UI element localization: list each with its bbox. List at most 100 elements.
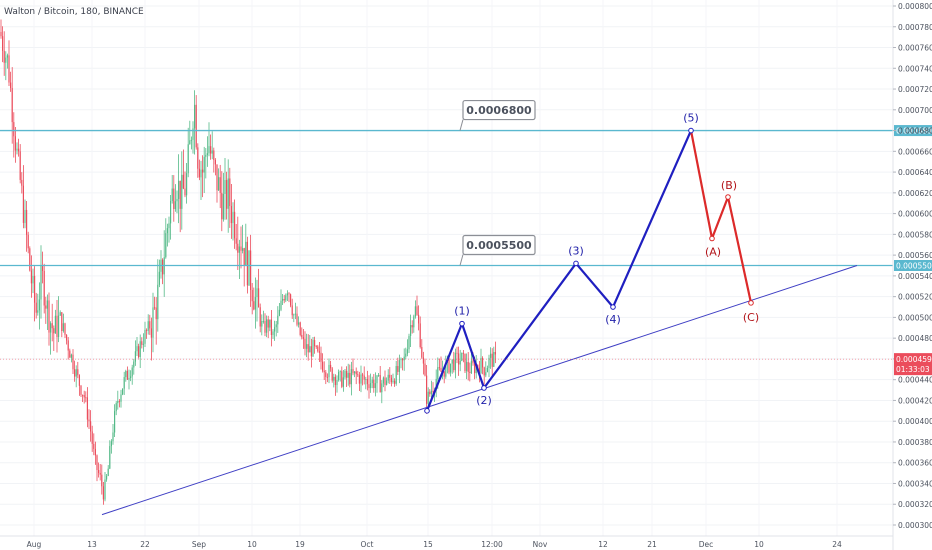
candle-body [162,259,164,275]
candle-body [187,144,189,174]
time-tick-label: Dec [699,540,714,549]
candle-body [107,468,109,476]
candle-body [205,154,207,157]
level-callout-label: 0.0005500 [466,239,532,252]
candle-body [250,250,252,291]
candle-body [443,371,445,377]
candle-body [122,388,124,395]
candle-body [69,350,71,358]
level-callout-label: 0.0006800 [466,104,532,117]
elliott-wave-projection[interactable] [424,127,754,414]
level-axis-tag [894,125,932,137]
time-axis[interactable]: Aug 13 22 Sep 10 19 Oct 15 12:00 Nov 12 21 Dec 10 24 [0,535,893,549]
candle-body [326,376,328,378]
impulse-wave-path[interactable] [425,130,693,412]
candle-body [216,164,218,191]
candle-body [317,346,319,352]
candle-body [374,383,376,389]
wave-node[interactable] [459,320,465,327]
candle-body [485,372,487,376]
level-callout-box[interactable] [462,99,536,121]
candle-body [373,379,375,389]
candle-body [45,305,47,309]
wave-node[interactable] [573,260,579,267]
candle-body [354,371,356,374]
candle-body [259,307,261,327]
candle-body [280,300,282,310]
wave-node[interactable] [725,194,731,200]
horizontal-levels[interactable]: 0.0006800 0.0006800 0.0005500 0.0005500 [0,99,932,271]
correction-wave-path[interactable] [689,130,753,304]
candle-body [35,302,37,313]
wave-node[interactable] [709,235,715,242]
wave-node[interactable] [688,127,694,134]
candle-body [227,178,229,209]
wave-node[interactable] [424,408,430,414]
candle-body [222,194,224,220]
candle-body [37,310,39,313]
level-callout-box[interactable] [462,234,536,256]
candle-body [379,375,381,393]
wave-node[interactable] [481,385,487,391]
candle-body [14,136,16,151]
candle-body [178,180,180,199]
candle-body [349,372,351,385]
candle-body [10,82,12,89]
candle-body [299,322,301,335]
candle-body [176,198,178,202]
candle-body [208,146,210,154]
candle-body [195,104,197,148]
candle-body [235,238,237,244]
chart-title: Walton / Bitcoin, 180, BINANCE [4,7,144,17]
time-tick-label: 19 [295,540,305,549]
candle-body [125,370,127,378]
candle-body [62,323,64,332]
candle-body [494,352,496,355]
time-tick-label: 10 [754,540,764,549]
candle-body [186,173,188,196]
candle-body [138,346,140,357]
candle-body [42,265,44,272]
candle-body [50,323,52,333]
candle-body [438,367,440,369]
wave-node[interactable] [748,300,754,306]
candle-body [104,479,106,500]
candle-body [382,377,384,384]
candle-body [469,371,471,373]
candle-body [214,160,216,165]
candle-body [426,375,428,404]
candle-body [242,248,244,251]
candle-body [230,206,232,224]
time-tick-label: 10 [247,540,257,549]
candle-body [360,374,362,384]
candle-body [246,241,248,286]
candle-body [414,306,416,317]
candle-body [323,370,325,373]
time-tick-label: 12:00 [481,540,503,549]
last-price-tag[interactable] [894,353,932,376]
candle-body [200,169,202,178]
candle-body [88,419,90,422]
level-axis-tag-label: 0.0006800 [896,127,932,136]
candle-body [386,380,388,385]
candle-body [102,486,104,500]
time-tick-label: Oct [361,540,374,549]
candle-body [144,329,146,344]
candle-body [130,376,132,378]
candle-body [490,353,492,358]
candle-body [301,334,303,338]
candle-body [182,174,184,189]
wave-labels: (1) (2) (3) (4) (5) (A) (B) (C) [454,112,759,407]
candle-body [472,360,474,364]
support-trendline[interactable] [101,265,858,516]
wave-node[interactable] [610,304,616,310]
candle-body [430,390,432,395]
candle-body [192,128,194,140]
trendline[interactable] [101,265,858,516]
